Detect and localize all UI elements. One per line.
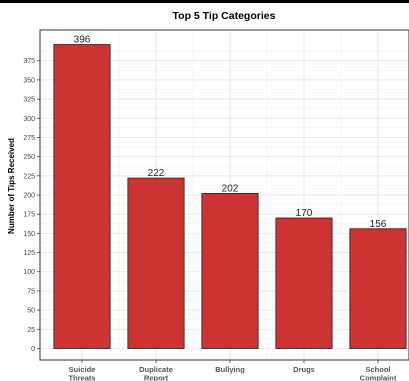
y-tick-label: 200 bbox=[23, 193, 35, 200]
bar bbox=[275, 217, 333, 349]
x-tick-label: Drugs bbox=[293, 365, 315, 374]
x-tick-label: Bullying bbox=[215, 365, 245, 374]
x-tick-label: Suicide bbox=[69, 365, 96, 374]
bar-value-label: 202 bbox=[222, 183, 239, 194]
bar-value-label: 396 bbox=[74, 35, 91, 46]
chart-title: Top 5 Tip Categories bbox=[173, 10, 276, 22]
x-tick-label: School bbox=[365, 365, 390, 374]
x-tick-label: Complaint bbox=[360, 374, 397, 381]
y-axis-ticks: 0 25 50 75 100 125 150 175 200 225 250 275 300 325 350… bbox=[23, 58, 40, 353]
y-tick-label: 300 bbox=[23, 116, 35, 123]
y-tick-label: 175 bbox=[23, 212, 35, 219]
y-axis-label: Number of Tips Received bbox=[7, 138, 16, 234]
bar-value-label: 156 bbox=[370, 219, 387, 230]
y-tick-label: 125 bbox=[23, 250, 35, 257]
x-tick-label: Threats bbox=[68, 374, 95, 381]
bar-value-labels: 396 222 202 170 156 bbox=[74, 35, 387, 230]
window-top-edge bbox=[0, 0, 409, 3]
y-tick-label: 325 bbox=[23, 97, 35, 104]
x-tick-label: Duplicate bbox=[139, 365, 173, 374]
bar bbox=[349, 228, 407, 349]
y-tick-label: 0 bbox=[31, 346, 35, 353]
bar bbox=[53, 44, 111, 349]
bar bbox=[127, 177, 185, 349]
y-tick-label: 50 bbox=[27, 308, 35, 315]
bar-value-label: 222 bbox=[148, 168, 165, 179]
bars bbox=[53, 44, 407, 349]
y-tick-label: 25 bbox=[27, 327, 35, 334]
y-tick-label: 75 bbox=[27, 288, 35, 295]
x-tick-label: Report bbox=[144, 374, 169, 381]
y-tick-label: 275 bbox=[23, 135, 35, 142]
y-tick-label: 150 bbox=[23, 231, 35, 238]
y-tick-label: 350 bbox=[23, 77, 35, 84]
y-tick-label: 375 bbox=[23, 58, 35, 65]
y-tick-label: 100 bbox=[23, 269, 35, 276]
bar-value-label: 170 bbox=[296, 208, 313, 219]
plot-panel-border bbox=[39, 29, 409, 361]
y-tick-label: 225 bbox=[23, 173, 35, 180]
y-tick-label: 250 bbox=[23, 154, 35, 161]
bar bbox=[201, 193, 259, 349]
